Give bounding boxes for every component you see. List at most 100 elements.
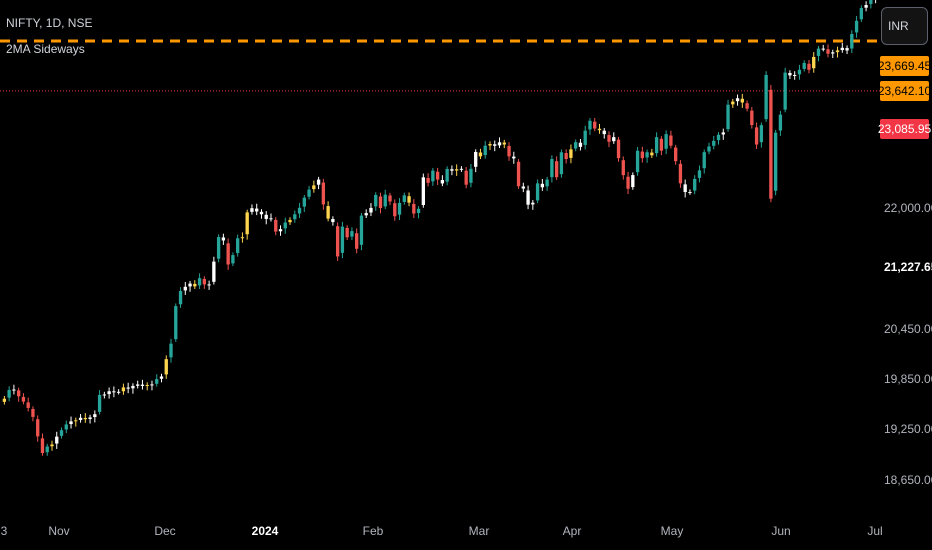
candle-body bbox=[216, 237, 221, 259]
candle-body bbox=[174, 306, 178, 340]
candle-body bbox=[554, 161, 559, 178]
x-tick: 3 bbox=[0, 524, 8, 538]
candle-body bbox=[416, 208, 421, 213]
candle-body bbox=[369, 207, 373, 213]
y-tick: 19,850.00 bbox=[884, 372, 932, 386]
candle-body bbox=[269, 218, 273, 220]
candle-body bbox=[459, 168, 464, 170]
candle-body bbox=[297, 207, 302, 214]
candle-body bbox=[402, 195, 406, 202]
candle-body bbox=[559, 152, 564, 175]
candle-body bbox=[683, 184, 687, 193]
candle-body bbox=[507, 145, 511, 157]
candle-body bbox=[869, 0, 873, 4]
candle-body bbox=[7, 390, 11, 398]
price-chart[interactable] bbox=[0, 0, 880, 520]
candle-body bbox=[488, 144, 492, 146]
candle-body bbox=[383, 194, 387, 207]
candle-body bbox=[569, 149, 573, 158]
candle-body bbox=[759, 125, 764, 143]
currency-button[interactable]: INR bbox=[881, 7, 928, 45]
candle-body bbox=[512, 156, 516, 159]
candle-body bbox=[669, 135, 673, 146]
candle-body bbox=[454, 169, 459, 171]
candle-body bbox=[164, 359, 168, 375]
candle-body bbox=[45, 446, 49, 453]
candle-body bbox=[535, 183, 540, 201]
candle-body bbox=[59, 430, 64, 436]
candle-body bbox=[40, 438, 45, 454]
candle-body bbox=[159, 376, 164, 379]
candle-body bbox=[259, 211, 264, 215]
candle-body bbox=[278, 229, 283, 232]
candle-body bbox=[16, 390, 21, 397]
candle-body bbox=[288, 219, 292, 223]
candle-body bbox=[302, 197, 306, 207]
candle-body bbox=[607, 135, 611, 142]
candle-body bbox=[802, 62, 806, 69]
candle-body bbox=[331, 218, 335, 223]
candle-body bbox=[240, 237, 245, 239]
candle-body bbox=[426, 177, 430, 183]
candle-body bbox=[864, 5, 868, 8]
candle-body bbox=[212, 261, 216, 282]
y-tick: 18,650.00 bbox=[884, 473, 932, 487]
candle-body bbox=[345, 227, 349, 238]
candle-body bbox=[393, 203, 397, 217]
candle-body bbox=[126, 387, 130, 389]
x-tick: Dec bbox=[154, 524, 176, 538]
candle-body bbox=[831, 52, 835, 54]
price-label-dashed-line: 23,642.10 bbox=[878, 81, 931, 101]
candle-body bbox=[169, 343, 173, 358]
candle-body bbox=[121, 387, 126, 392]
candle-body bbox=[359, 215, 364, 245]
candle-body bbox=[250, 208, 254, 212]
candle-body bbox=[588, 120, 592, 130]
candle-body bbox=[502, 142, 506, 145]
x-tick: May bbox=[660, 524, 684, 538]
candle-body bbox=[140, 384, 145, 386]
candle-body bbox=[697, 170, 702, 178]
candle-body bbox=[207, 284, 211, 286]
candle-body bbox=[788, 72, 792, 76]
symbol-title: NIFTY, 1D, NSE bbox=[6, 16, 93, 30]
candles-group bbox=[2, 0, 877, 456]
candle-body bbox=[326, 206, 330, 219]
candle-body bbox=[516, 161, 521, 187]
candle-body bbox=[754, 127, 759, 145]
x-tick: Apr bbox=[562, 524, 582, 538]
candle-body bbox=[745, 103, 749, 109]
candle-body bbox=[497, 142, 502, 146]
candle-body bbox=[631, 175, 635, 188]
candle-body bbox=[778, 114, 783, 131]
candle-body bbox=[793, 74, 797, 76]
candle-body bbox=[835, 50, 840, 53]
x-tick: Jun bbox=[771, 524, 791, 538]
candle-body bbox=[821, 48, 825, 50]
candle-body bbox=[526, 190, 530, 205]
candle-body bbox=[245, 212, 249, 235]
candle-body bbox=[469, 168, 473, 183]
price-label-dotted-line: 23,085.95 bbox=[878, 119, 931, 139]
candle-body bbox=[726, 104, 730, 130]
candle-body bbox=[693, 178, 697, 191]
candle-body bbox=[602, 130, 606, 135]
candle-body bbox=[578, 142, 583, 147]
candle-body bbox=[493, 144, 497, 146]
candle-body bbox=[621, 160, 625, 176]
candle-body bbox=[116, 391, 121, 393]
candle-body bbox=[735, 98, 740, 102]
candle-body bbox=[564, 153, 568, 160]
candle-body bbox=[826, 49, 830, 54]
candle-body bbox=[12, 389, 16, 391]
candle-body bbox=[716, 134, 721, 141]
indicator-label[interactable]: 2MA Sideways bbox=[6, 42, 85, 56]
candle-body bbox=[231, 255, 235, 264]
candle-body bbox=[764, 74, 768, 120]
candle-body bbox=[26, 402, 30, 408]
candle-body bbox=[478, 152, 483, 157]
candle-body bbox=[850, 33, 854, 49]
candle-body bbox=[626, 176, 630, 189]
candle-body bbox=[769, 89, 773, 199]
candle-body bbox=[36, 419, 40, 437]
